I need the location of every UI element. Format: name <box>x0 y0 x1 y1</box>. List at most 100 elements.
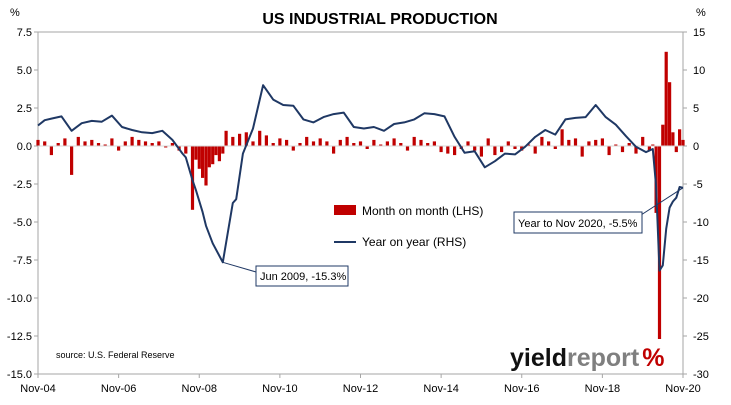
left-axis-tick-label: -12.5 <box>7 331 32 343</box>
mom-bar <box>439 146 443 153</box>
mom-bar <box>580 146 584 157</box>
mom-bar <box>587 141 591 146</box>
mom-bar <box>560 129 564 146</box>
mom-bar <box>332 146 336 154</box>
mom-bar <box>345 136 349 146</box>
mom-bar <box>405 146 410 151</box>
mom-bar <box>412 136 416 146</box>
left-axis-tick-label: 0.0 <box>17 141 32 153</box>
mom-bar <box>90 139 94 146</box>
mom-bar <box>110 138 114 146</box>
mom-bar <box>513 146 517 149</box>
mom-bar <box>56 143 60 146</box>
right-axis-tick-label: -30 <box>693 369 709 381</box>
legend-bar-swatch <box>334 205 356 215</box>
mom-bar <box>661 124 665 146</box>
mom-bar <box>647 146 651 151</box>
annotation-leader-line <box>640 187 684 216</box>
mom-bar <box>231 136 235 146</box>
annotation-jun-2009: Jun 2009, -15.3% <box>222 261 349 287</box>
mom-bar <box>43 141 47 146</box>
legend-label-mom: Month on month (LHS) <box>362 204 483 218</box>
left-axis-tick-label: 5.0 <box>17 65 32 77</box>
mom-bar <box>479 146 483 157</box>
x-axis-tick-label: Nov-20 <box>665 383 700 395</box>
x-axis-tick-label: Nov-04 <box>20 383 55 395</box>
x-axis-tick-label: Nov-08 <box>182 383 217 395</box>
mom-bar <box>211 146 215 165</box>
mom-bar <box>668 82 672 146</box>
right-axis-tick-label: 0 <box>693 141 699 153</box>
mom-bar <box>432 141 436 146</box>
mom-bar <box>419 139 423 146</box>
mom-bar <box>70 146 74 175</box>
x-axis-tick-label: Nov-10 <box>262 383 297 395</box>
mom-bar <box>573 138 578 146</box>
yieldreport-logo: yieldreport% <box>510 344 664 372</box>
mom-bar <box>251 141 255 146</box>
legend: Month on month (LHS) Year on year (RHS) <box>334 204 483 249</box>
mom-bar <box>49 146 53 156</box>
chart-title: US INDUSTRIAL PRODUCTION <box>262 11 497 28</box>
right-axis-unit: % <box>696 7 706 19</box>
mom-bar <box>311 141 316 146</box>
mom-bar <box>164 146 168 148</box>
mom-bar <box>567 139 571 146</box>
right-axis-tick-label: -5 <box>693 179 703 191</box>
mom-bar <box>533 146 537 154</box>
annotation-box <box>513 211 643 234</box>
mom-bar <box>325 141 329 146</box>
mom-bar <box>493 146 497 156</box>
right-axis-tick-label: 10 <box>693 65 705 77</box>
mom-bar <box>446 146 450 154</box>
mom-bar <box>217 146 221 162</box>
mom-bar <box>264 135 268 146</box>
mom-bar <box>123 141 127 146</box>
mom-bar <box>627 143 631 146</box>
mom-bar <box>641 136 645 146</box>
plot-frame <box>37 31 684 375</box>
mom-bar <box>207 146 211 168</box>
mom-bar <box>201 146 205 178</box>
left-axis-tick-label: 2.5 <box>17 103 32 115</box>
annotation-box <box>255 265 349 287</box>
mom-bar <box>392 138 396 146</box>
mom-bar <box>63 138 67 146</box>
right-axis-tick-label: -20 <box>693 293 709 305</box>
mom-bar <box>83 141 87 146</box>
mom-bar <box>258 130 262 146</box>
mom-bar <box>607 146 611 156</box>
left-axis-tick-label: -15.0 <box>7 369 32 381</box>
mom-bar <box>244 132 248 146</box>
mom-bar <box>385 141 389 146</box>
mom-bar <box>238 133 242 146</box>
mom-bar <box>674 146 678 153</box>
mom-bar <box>224 130 228 146</box>
mom-bar <box>681 139 685 146</box>
mom-bar <box>372 139 376 146</box>
annotation-text: Jun 2009, -15.3% <box>260 271 346 283</box>
mom-bar <box>526 144 531 146</box>
mom-bar <box>76 136 80 146</box>
mom-bar <box>426 143 430 146</box>
mom-bar <box>540 136 544 146</box>
mom-bar <box>143 141 148 146</box>
left-axis-unit: % <box>10 7 20 19</box>
left-axis-tick-label: -5.0 <box>13 217 32 229</box>
source-note: source: U.S. Federal Reserve <box>56 350 175 360</box>
mom-bar <box>399 143 403 146</box>
mom-bar <box>197 146 201 169</box>
mom-bar <box>352 143 356 146</box>
mom-bar <box>466 141 470 146</box>
mom-bar <box>36 139 40 146</box>
x-axis-tick-label: Nov-16 <box>504 383 539 395</box>
bars-layer <box>36 51 685 339</box>
mom-bar <box>298 143 302 146</box>
mom-bar <box>664 51 668 146</box>
mom-bar <box>137 139 141 146</box>
mom-bar <box>600 138 604 146</box>
left-axis-tick-label: -7.5 <box>13 255 32 267</box>
legend-label-yoy: Year on year (RHS) <box>362 235 466 249</box>
